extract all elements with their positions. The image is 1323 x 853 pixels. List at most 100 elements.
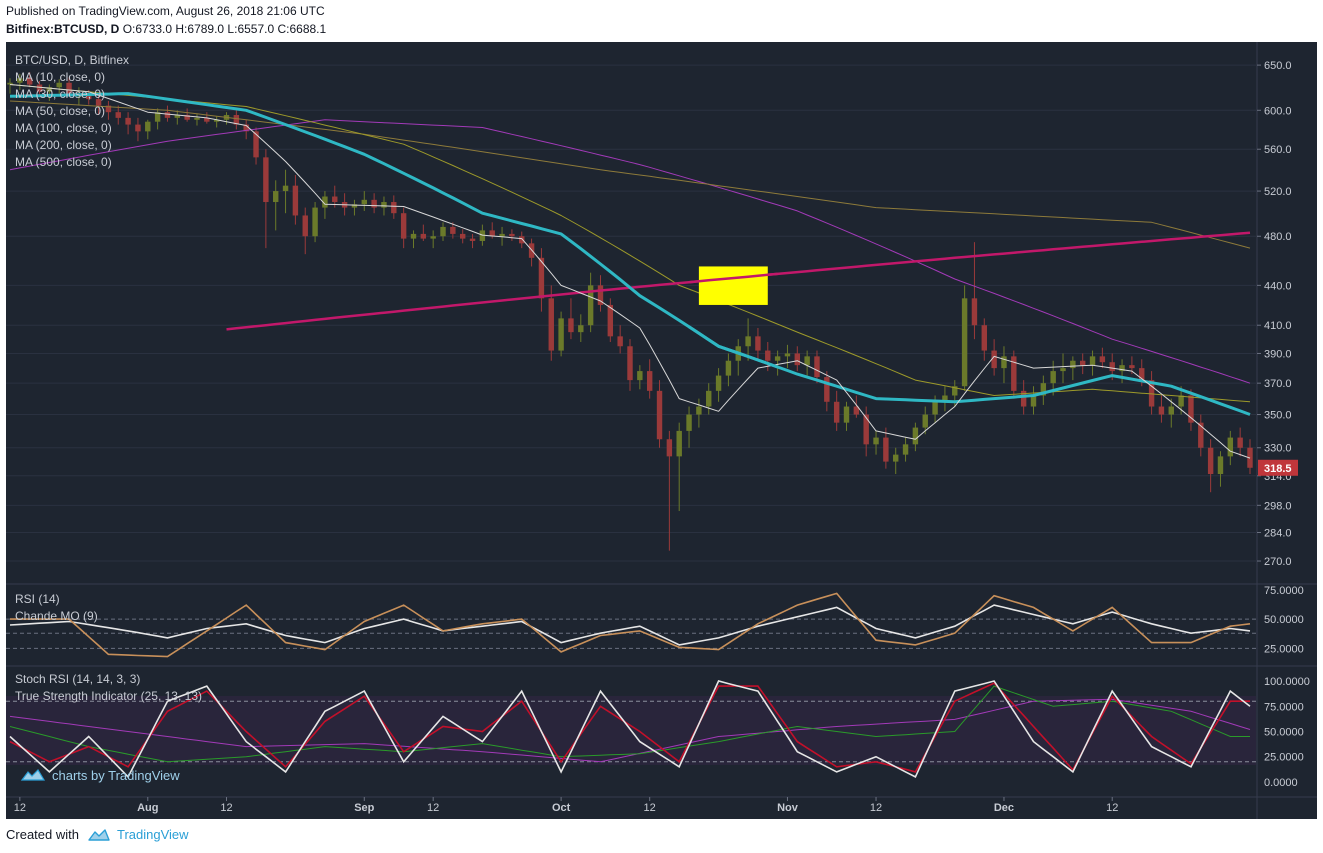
candle bbox=[784, 344, 791, 369]
candle bbox=[646, 359, 653, 399]
stoch-k-line bbox=[9, 680, 1251, 779]
chart-canvas[interactable]: 650.0 600.0 560.0 520.0 480.0 440.0 410.0 390.0… bbox=[0, 42, 1323, 820]
candle bbox=[184, 108, 190, 122]
candle bbox=[578, 314, 584, 342]
candle-body bbox=[696, 406, 702, 415]
candle bbox=[391, 195, 397, 219]
price-tick-label: 440.0 bbox=[1264, 280, 1292, 292]
candle bbox=[440, 222, 446, 241]
candle bbox=[627, 339, 633, 391]
time-tick-label: Aug bbox=[137, 802, 158, 814]
candle bbox=[1237, 427, 1243, 457]
candle-body bbox=[391, 202, 397, 214]
candle-body bbox=[666, 439, 673, 457]
candle bbox=[410, 230, 417, 249]
candle bbox=[400, 207, 407, 249]
candle-body bbox=[213, 119, 220, 122]
candle-body bbox=[312, 207, 318, 237]
candle-body bbox=[1119, 365, 1125, 372]
candle bbox=[725, 353, 732, 387]
time-tick-label: Oct bbox=[552, 802, 571, 814]
candle-body bbox=[784, 353, 791, 357]
candle-body bbox=[893, 454, 899, 462]
candle bbox=[656, 380, 663, 448]
candle-body bbox=[322, 196, 328, 208]
candle-body bbox=[883, 437, 889, 462]
candle-body bbox=[952, 386, 958, 396]
candle bbox=[115, 105, 121, 125]
candle-body bbox=[273, 191, 279, 203]
candle-body bbox=[706, 390, 712, 407]
candle bbox=[322, 191, 328, 219]
candle-body bbox=[755, 336, 761, 351]
candle-body bbox=[824, 377, 830, 402]
time-tick-label: 12 bbox=[644, 802, 656, 814]
candle-body bbox=[1168, 406, 1174, 415]
candle bbox=[666, 430, 673, 551]
candle-body bbox=[1139, 368, 1145, 381]
candle-body bbox=[469, 238, 476, 241]
candle-body bbox=[568, 318, 574, 333]
candle bbox=[843, 401, 850, 431]
candle bbox=[961, 285, 968, 391]
tradingview-link[interactable]: TradingView bbox=[87, 827, 189, 842]
candle bbox=[361, 191, 367, 211]
price-tick-label: 370.0 bbox=[1264, 378, 1292, 390]
candle-body bbox=[1030, 395, 1037, 407]
candle bbox=[36, 80, 43, 97]
candle bbox=[873, 430, 879, 455]
candle bbox=[1099, 347, 1106, 369]
candle-body bbox=[971, 298, 978, 326]
candle-body bbox=[617, 336, 623, 347]
candle-body bbox=[1129, 365, 1135, 369]
candle-body bbox=[1089, 356, 1096, 366]
candle-body bbox=[961, 298, 968, 387]
candle-body bbox=[587, 285, 594, 326]
ma-legend-entry: MA (500, close, 0) bbox=[15, 155, 112, 169]
candle-body bbox=[7, 82, 13, 85]
candle-body bbox=[794, 353, 801, 366]
time-tick-label: 12 bbox=[870, 802, 882, 814]
time-tick-label: Dec bbox=[994, 802, 1014, 814]
candle bbox=[548, 285, 554, 361]
ma30-line bbox=[9, 92, 1251, 416]
candle bbox=[755, 327, 761, 361]
candle bbox=[686, 406, 692, 448]
candle-body bbox=[981, 325, 987, 351]
candle-body bbox=[548, 298, 554, 351]
candle bbox=[804, 350, 810, 376]
candle-body bbox=[1020, 390, 1027, 407]
ma10-line bbox=[9, 84, 1251, 459]
tradingview-logo-icon bbox=[88, 828, 110, 841]
candle-body bbox=[194, 117, 200, 120]
candle-body bbox=[174, 115, 181, 118]
candle-body bbox=[332, 196, 338, 203]
ma200-line bbox=[9, 119, 1251, 384]
candle bbox=[282, 169, 289, 214]
price-tick-label: 284.0 bbox=[1264, 527, 1292, 539]
candle bbox=[981, 318, 987, 361]
candle bbox=[26, 72, 33, 88]
ma500-line-over-box bbox=[688, 272, 778, 284]
candle bbox=[1198, 414, 1204, 457]
time-tick-label: 12 bbox=[14, 802, 26, 814]
candle-body bbox=[440, 226, 446, 237]
watermark-text: charts by TradingView bbox=[52, 768, 180, 783]
price-tick-label: 410.0 bbox=[1264, 320, 1292, 332]
candle-body bbox=[1227, 437, 1234, 457]
candle-body bbox=[46, 87, 53, 92]
candle-body bbox=[1079, 360, 1086, 366]
candle-body bbox=[509, 233, 515, 237]
candle-body bbox=[263, 157, 269, 203]
candle bbox=[637, 365, 643, 390]
candle bbox=[794, 346, 801, 372]
tsi-line bbox=[9, 685, 1250, 763]
candle bbox=[420, 224, 427, 241]
last-price-badge bbox=[1258, 459, 1298, 476]
candle bbox=[991, 339, 997, 376]
stoch-tick-label: 25.0000 bbox=[1264, 752, 1304, 764]
candle-body bbox=[26, 78, 33, 85]
candle-body bbox=[538, 257, 545, 299]
candle-body bbox=[105, 105, 112, 113]
candle bbox=[56, 79, 62, 94]
